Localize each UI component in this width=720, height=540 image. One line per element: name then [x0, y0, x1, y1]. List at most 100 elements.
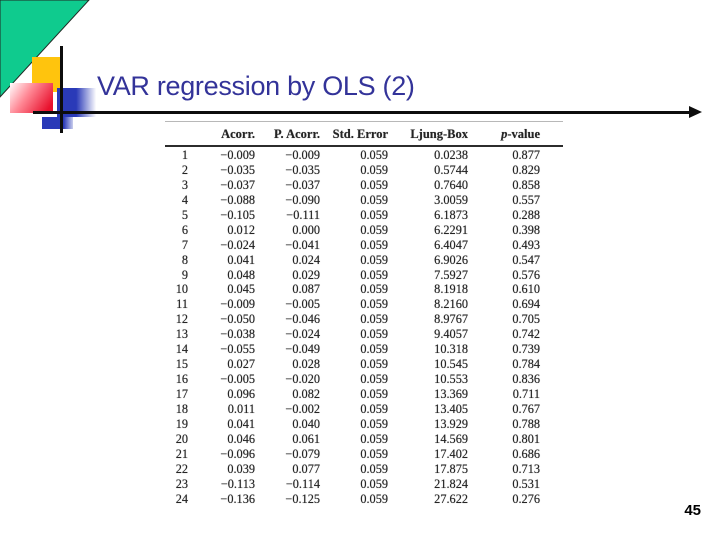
decoration-blue-square-lower	[42, 117, 73, 129]
table-cell: 14	[175, 342, 188, 357]
table-cell: 0.836	[512, 372, 540, 387]
table-cell: 9.4057	[434, 327, 468, 342]
table-row: 18 0.011 −0.002 0.059 13.405 0.767	[165, 402, 563, 417]
table-cell: 16	[175, 372, 188, 387]
table-cell: 0.087	[292, 282, 320, 297]
table-cell: −0.096	[220, 446, 255, 461]
table-row: 9 0.048 0.029 0.059 7.5927 0.576	[165, 268, 563, 283]
table-cell: 0.557	[512, 192, 540, 207]
table-cell: 6.2291	[434, 222, 468, 237]
table-cell: 0.610	[512, 282, 540, 297]
table-cell: −0.005	[285, 297, 320, 312]
table-row: 7 −0.024 −0.041 0.059 6.4047 0.493	[165, 238, 563, 253]
table-row: 22 0.039 0.077 0.059 17.875 0.713	[165, 462, 563, 477]
table-cell: 17.875	[434, 461, 468, 476]
table-cell: 0.059	[360, 372, 388, 387]
table-cell: 6	[181, 222, 188, 237]
column-header: Std. Error	[332, 127, 388, 141]
table-cell: 0.694	[512, 297, 540, 312]
table-cell: 10	[175, 282, 188, 297]
table-cell: 0.739	[512, 342, 540, 357]
column-header: p-value	[501, 127, 540, 141]
table-cell: 9	[181, 267, 188, 282]
table-cell: 0.059	[360, 461, 388, 476]
table-cell: 21.824	[434, 476, 468, 491]
table-cell: 0.576	[512, 267, 540, 282]
table-row: 2 −0.035 −0.035 0.059 0.5744 0.829	[165, 163, 563, 178]
table-cell: 0.7640	[434, 177, 468, 192]
table-cell: 10.545	[434, 357, 468, 372]
table-cell: −0.037	[220, 177, 255, 192]
table-cell: −0.005	[220, 372, 255, 387]
slide-title: VAR regression by OLS (2)	[97, 71, 415, 101]
table-row: 17 0.096 0.082 0.059 13.369 0.711	[165, 387, 563, 402]
table-cell: 0.059	[360, 148, 388, 162]
table-row: 13 −0.038 −0.024 0.059 9.4057 0.742	[165, 327, 563, 342]
table-row: 24 −0.136 −0.125 0.059 27.622 0.276	[165, 492, 563, 507]
table-cell: 0.784	[512, 357, 540, 372]
table-cell: 10.553	[434, 372, 468, 387]
table-cell: −0.111	[286, 207, 320, 222]
table-cell: 17.402	[434, 446, 468, 461]
table-cell: −0.090	[285, 192, 320, 207]
table-cell: 0.0238	[434, 148, 468, 162]
table-cell: 23	[175, 476, 188, 491]
table-cell: 0.059	[360, 282, 388, 297]
table-cell: 0.059	[360, 476, 388, 491]
table-cell: 0.711	[512, 387, 540, 401]
title-underline-arrow-line	[33, 111, 690, 114]
table-cell: 0.059	[360, 192, 388, 207]
table-row: 20 0.046 0.061 0.059 14.569 0.801	[165, 432, 563, 447]
table-cell: 13.405	[434, 401, 468, 416]
table-row: 6 0.012 0.000 0.059 6.2291 0.398	[165, 223, 563, 238]
table-cell: 0.288	[512, 207, 540, 222]
table-cell: 3.0059	[434, 192, 468, 207]
table-cell: 0.877	[512, 148, 540, 162]
table-header-row: Acorr. P. Acorr. Std. Error Ljung-Box p-valu…	[165, 122, 563, 147]
table-cell: 4	[181, 192, 188, 207]
table-cell: 21	[175, 446, 188, 461]
table-cell: 0.705	[512, 312, 540, 327]
table-cell: 2	[181, 162, 188, 177]
table-cell: 0.024	[292, 252, 320, 267]
table-cell: 0.077	[292, 461, 320, 476]
table-cell: −0.079	[285, 446, 320, 461]
table-cell: 0.713	[512, 461, 540, 476]
table-cell: 0.059	[360, 237, 388, 252]
table-cell: 17	[175, 387, 188, 401]
table-cell: 8.9767	[434, 312, 468, 327]
table-cell: 0.046	[227, 431, 255, 446]
table-cell: 0.028	[292, 357, 320, 372]
table-cell: 0.041	[227, 252, 255, 267]
table-cell: 0.059	[360, 401, 388, 416]
table-cell: −0.055	[220, 342, 255, 357]
table-cell: −0.105	[220, 207, 255, 222]
column-header: Ljung-Box	[410, 127, 468, 141]
table-cell: −0.088	[220, 192, 255, 207]
table-cell: 0.059	[360, 207, 388, 222]
table-row: 5 −0.105 −0.111 0.059 6.1873 0.288	[165, 208, 563, 223]
autocorrelation-table: Acorr. P. Acorr. Std. Error Ljung-Box p-valu…	[165, 121, 563, 507]
table-cell: −0.035	[220, 162, 255, 177]
table-cell: 0.048	[227, 267, 255, 282]
table-cell: 0.059	[360, 431, 388, 446]
table-cell: 0.398	[512, 222, 540, 237]
table-cell: 0.039	[227, 461, 255, 476]
table-row: 15 0.027 0.028 0.059 10.545 0.784	[165, 357, 563, 372]
table-cell: 5	[181, 207, 188, 222]
table-row: 16 −0.005 −0.020 0.059 10.553 0.836	[165, 372, 563, 387]
table-cell: 12	[175, 312, 188, 327]
corner-triangle-decoration	[0, 0, 90, 98]
table-cell: −0.009	[285, 148, 320, 162]
table-cell: −0.041	[285, 237, 320, 252]
table-cell: 0.801	[512, 431, 540, 446]
table-row: 1 −0.009 −0.009 0.059 0.0238 0.877	[165, 148, 563, 163]
table-cell: 0.059	[360, 387, 388, 401]
table-cell: 0.059	[360, 162, 388, 177]
table-cell: 0.767	[512, 401, 540, 416]
table-cell: 0.059	[360, 312, 388, 327]
table-row: 14 −0.055 −0.049 0.059 10.318 0.739	[165, 342, 563, 357]
table-cell: 0.059	[360, 491, 388, 506]
table-cell: 0.011	[227, 401, 255, 416]
